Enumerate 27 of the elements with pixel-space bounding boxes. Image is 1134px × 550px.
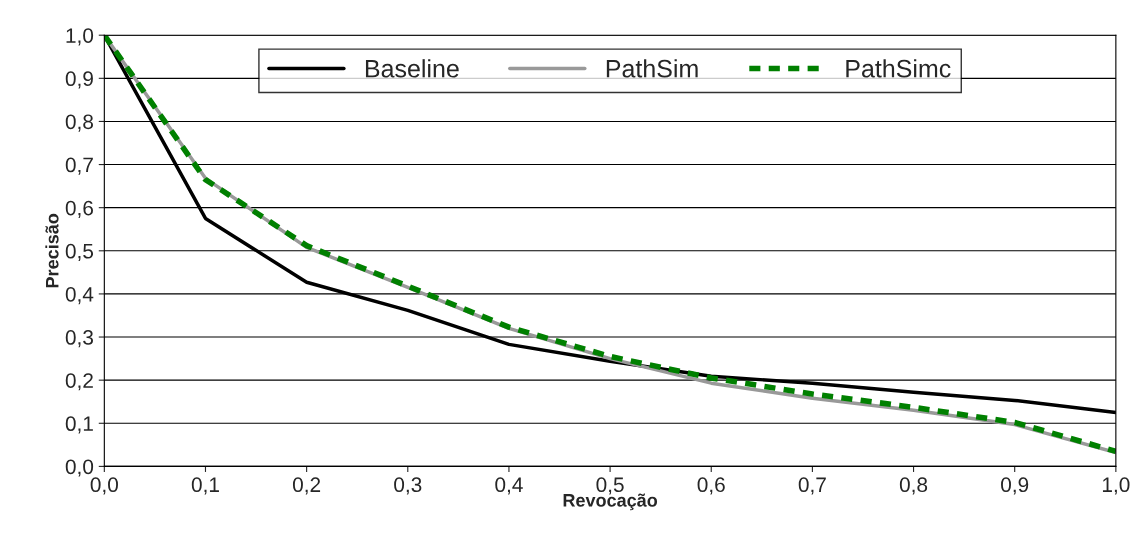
y-tick-label: 0,6 bbox=[65, 200, 93, 218]
x-tick-label: 0,9 bbox=[1001, 477, 1029, 495]
y-tick-label: 0,4 bbox=[65, 286, 94, 305]
legend-label: PathSimc bbox=[846, 59, 951, 78]
y-tick-label: 0,7 bbox=[65, 157, 93, 175]
y-tick-label: 0,8 bbox=[65, 114, 94, 132]
y-tick-label: 0,9 bbox=[65, 71, 93, 89]
legend-label: Baseline bbox=[365, 59, 459, 78]
y-tick-label: 0,1 bbox=[65, 416, 93, 434]
y-tick-label: 1,0 bbox=[66, 28, 94, 46]
x-tick-label: 0,3 bbox=[394, 477, 422, 495]
y-tick-label: 0,0 bbox=[65, 459, 94, 477]
x-tick-label: 0,1 bbox=[191, 477, 219, 495]
x-tick-label: 0,5 bbox=[596, 477, 624, 495]
x-tick-label: 0,6 bbox=[697, 477, 725, 495]
y-tick-label: 0,2 bbox=[65, 373, 93, 391]
x-tick-label: 0,4 bbox=[495, 477, 523, 495]
x-tick-label: 1,0 bbox=[1102, 477, 1130, 495]
x-tick-label: 0,7 bbox=[798, 477, 826, 495]
x-tick-label: 0,8 bbox=[899, 477, 928, 495]
x-tick-label: 0,2 bbox=[292, 477, 321, 495]
x-axis-title: Revocação bbox=[563, 493, 658, 511]
y-tick-label: 0,5 bbox=[65, 243, 94, 262]
y-tick-label: 0,3 bbox=[65, 330, 93, 348]
legend-label: PathSim bbox=[606, 59, 698, 78]
x-tick-label: 0,0 bbox=[90, 477, 118, 495]
y-axis-title: Precisão bbox=[45, 213, 59, 288]
